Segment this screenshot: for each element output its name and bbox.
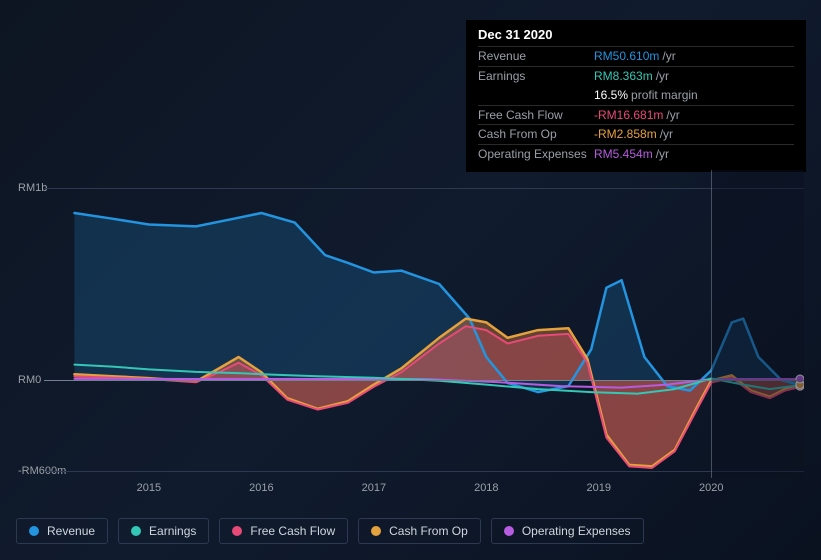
- financials-chart[interactable]: RM1bRM0-RM600m 201520162017201820192020: [16, 158, 808, 478]
- legend-dot-icon: [131, 526, 141, 536]
- x-tick-label: 2016: [249, 482, 273, 494]
- x-tick-label: 2017: [362, 482, 386, 494]
- y-tick-label: RM1b: [18, 182, 47, 194]
- legend-dot-icon: [232, 526, 242, 536]
- legend-label: Revenue: [47, 524, 95, 538]
- y-tick-label: RM0: [18, 374, 41, 386]
- legend-dot-icon: [504, 526, 514, 536]
- tooltip-row-value: -RM16.681m: [594, 107, 663, 124]
- tooltip-row-suffix: /yr: [662, 48, 675, 65]
- x-tick-label: 2020: [699, 482, 723, 494]
- x-tick-label: 2018: [474, 482, 498, 494]
- tooltip-row-suffix: /yr: [666, 107, 679, 124]
- gridline-zero: [44, 380, 804, 381]
- legend-label: Free Cash Flow: [250, 524, 335, 538]
- tooltip-row: RevenueRM50.610m/yr: [478, 46, 794, 66]
- tooltip-row-label: Earnings: [478, 68, 594, 85]
- tooltip-row: Cash From Op-RM2.858m/yr: [478, 124, 794, 144]
- tooltip-row: Free Cash Flow-RM16.681m/yr: [478, 105, 794, 125]
- x-tick-label: 2019: [587, 482, 611, 494]
- gridline-bottom: [44, 471, 804, 472]
- tooltip-row-value: 16.5%: [594, 87, 628, 104]
- legend-item-operating-expenses[interactable]: Operating Expenses: [491, 518, 644, 544]
- tooltip-row-value: RM50.610m: [594, 48, 659, 65]
- legend-label: Operating Expenses: [522, 524, 631, 538]
- chart-svg: [44, 170, 804, 478]
- tooltip-row: EarningsRM8.363m/yr: [478, 66, 794, 86]
- tooltip-rows: RevenueRM50.610m/yrEarningsRM8.363m/yr16…: [478, 46, 794, 164]
- legend-dot-icon: [29, 526, 39, 536]
- tooltip-row-label: Free Cash Flow: [478, 107, 594, 124]
- legend-item-earnings[interactable]: Earnings: [118, 518, 209, 544]
- tooltip-row-value: -RM2.858m: [594, 126, 657, 143]
- legend-dot-icon: [371, 526, 381, 536]
- tooltip-row-value: RM8.363m: [594, 68, 653, 85]
- chart-legend: Revenue Earnings Free Cash Flow Cash From O…: [16, 518, 644, 544]
- tooltip-row-label: Cash From Op: [478, 126, 594, 143]
- tooltip-date: Dec 31 2020: [478, 26, 794, 46]
- x-tick-label: 2015: [137, 482, 161, 494]
- chart-plot-area: [44, 170, 804, 478]
- tooltip-row-label: Revenue: [478, 48, 594, 65]
- tooltip-row-suffix: /yr: [656, 68, 669, 85]
- tooltip-row-suffix: /yr: [660, 126, 673, 143]
- tooltip-row-suffix: profit margin: [631, 87, 698, 104]
- tooltip-panel: Dec 31 2020 RevenueRM50.610m/yrEarningsR…: [466, 20, 806, 172]
- legend-label: Earnings: [149, 524, 196, 538]
- tooltip-row-label: [478, 87, 594, 104]
- legend-item-cash-from-op[interactable]: Cash From Op: [358, 518, 481, 544]
- legend-item-revenue[interactable]: Revenue: [16, 518, 108, 544]
- gridline-top: [44, 188, 804, 189]
- legend-label: Cash From Op: [389, 524, 468, 538]
- tooltip-row: 16.5%profit margin: [478, 86, 794, 105]
- legend-item-free-cash-flow[interactable]: Free Cash Flow: [219, 518, 348, 544]
- reference-line: [711, 170, 712, 478]
- future-shade: [711, 170, 804, 478]
